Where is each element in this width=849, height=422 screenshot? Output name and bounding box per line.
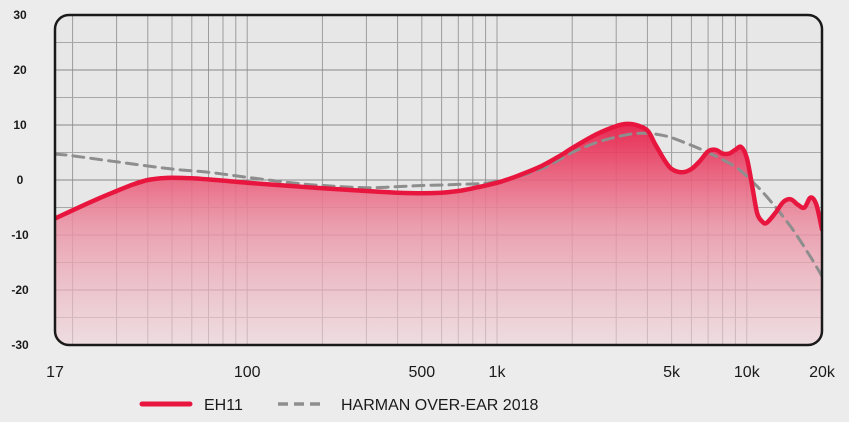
series-fill-area <box>55 123 822 345</box>
legend: EH11 HARMAN OVER-EAR 2018 <box>139 397 538 414</box>
x-tick-label: 20k <box>809 364 836 381</box>
x-tick-label: 10k <box>734 364 761 381</box>
series-fill-eh11 <box>55 123 822 345</box>
series-line-eh11 <box>55 121 822 232</box>
x-tick-label: 100 <box>234 364 261 381</box>
legend-label-eh11: EH11 <box>204 397 243 414</box>
y-tick-label: 30 <box>13 8 27 22</box>
x-tick-label: 1k <box>489 364 507 381</box>
series-lines <box>55 121 822 278</box>
y-tick-label: -30 <box>11 338 29 352</box>
y-tick-label: -10 <box>11 228 29 242</box>
x-tick-label: 500 <box>408 364 435 381</box>
x-tick-label: 5k <box>663 364 681 381</box>
y-tick-label: 20 <box>13 63 27 77</box>
y-tick-label: 0 <box>17 173 24 187</box>
y-tick-label: 10 <box>13 118 27 132</box>
plot-border <box>53 13 824 347</box>
legend-label-harman: HARMAN OVER-EAR 2018 <box>341 397 538 414</box>
y-tick-label: -20 <box>11 283 29 297</box>
series-line-harman-target <box>55 131 822 278</box>
x-tick-label: 17 <box>46 364 64 381</box>
